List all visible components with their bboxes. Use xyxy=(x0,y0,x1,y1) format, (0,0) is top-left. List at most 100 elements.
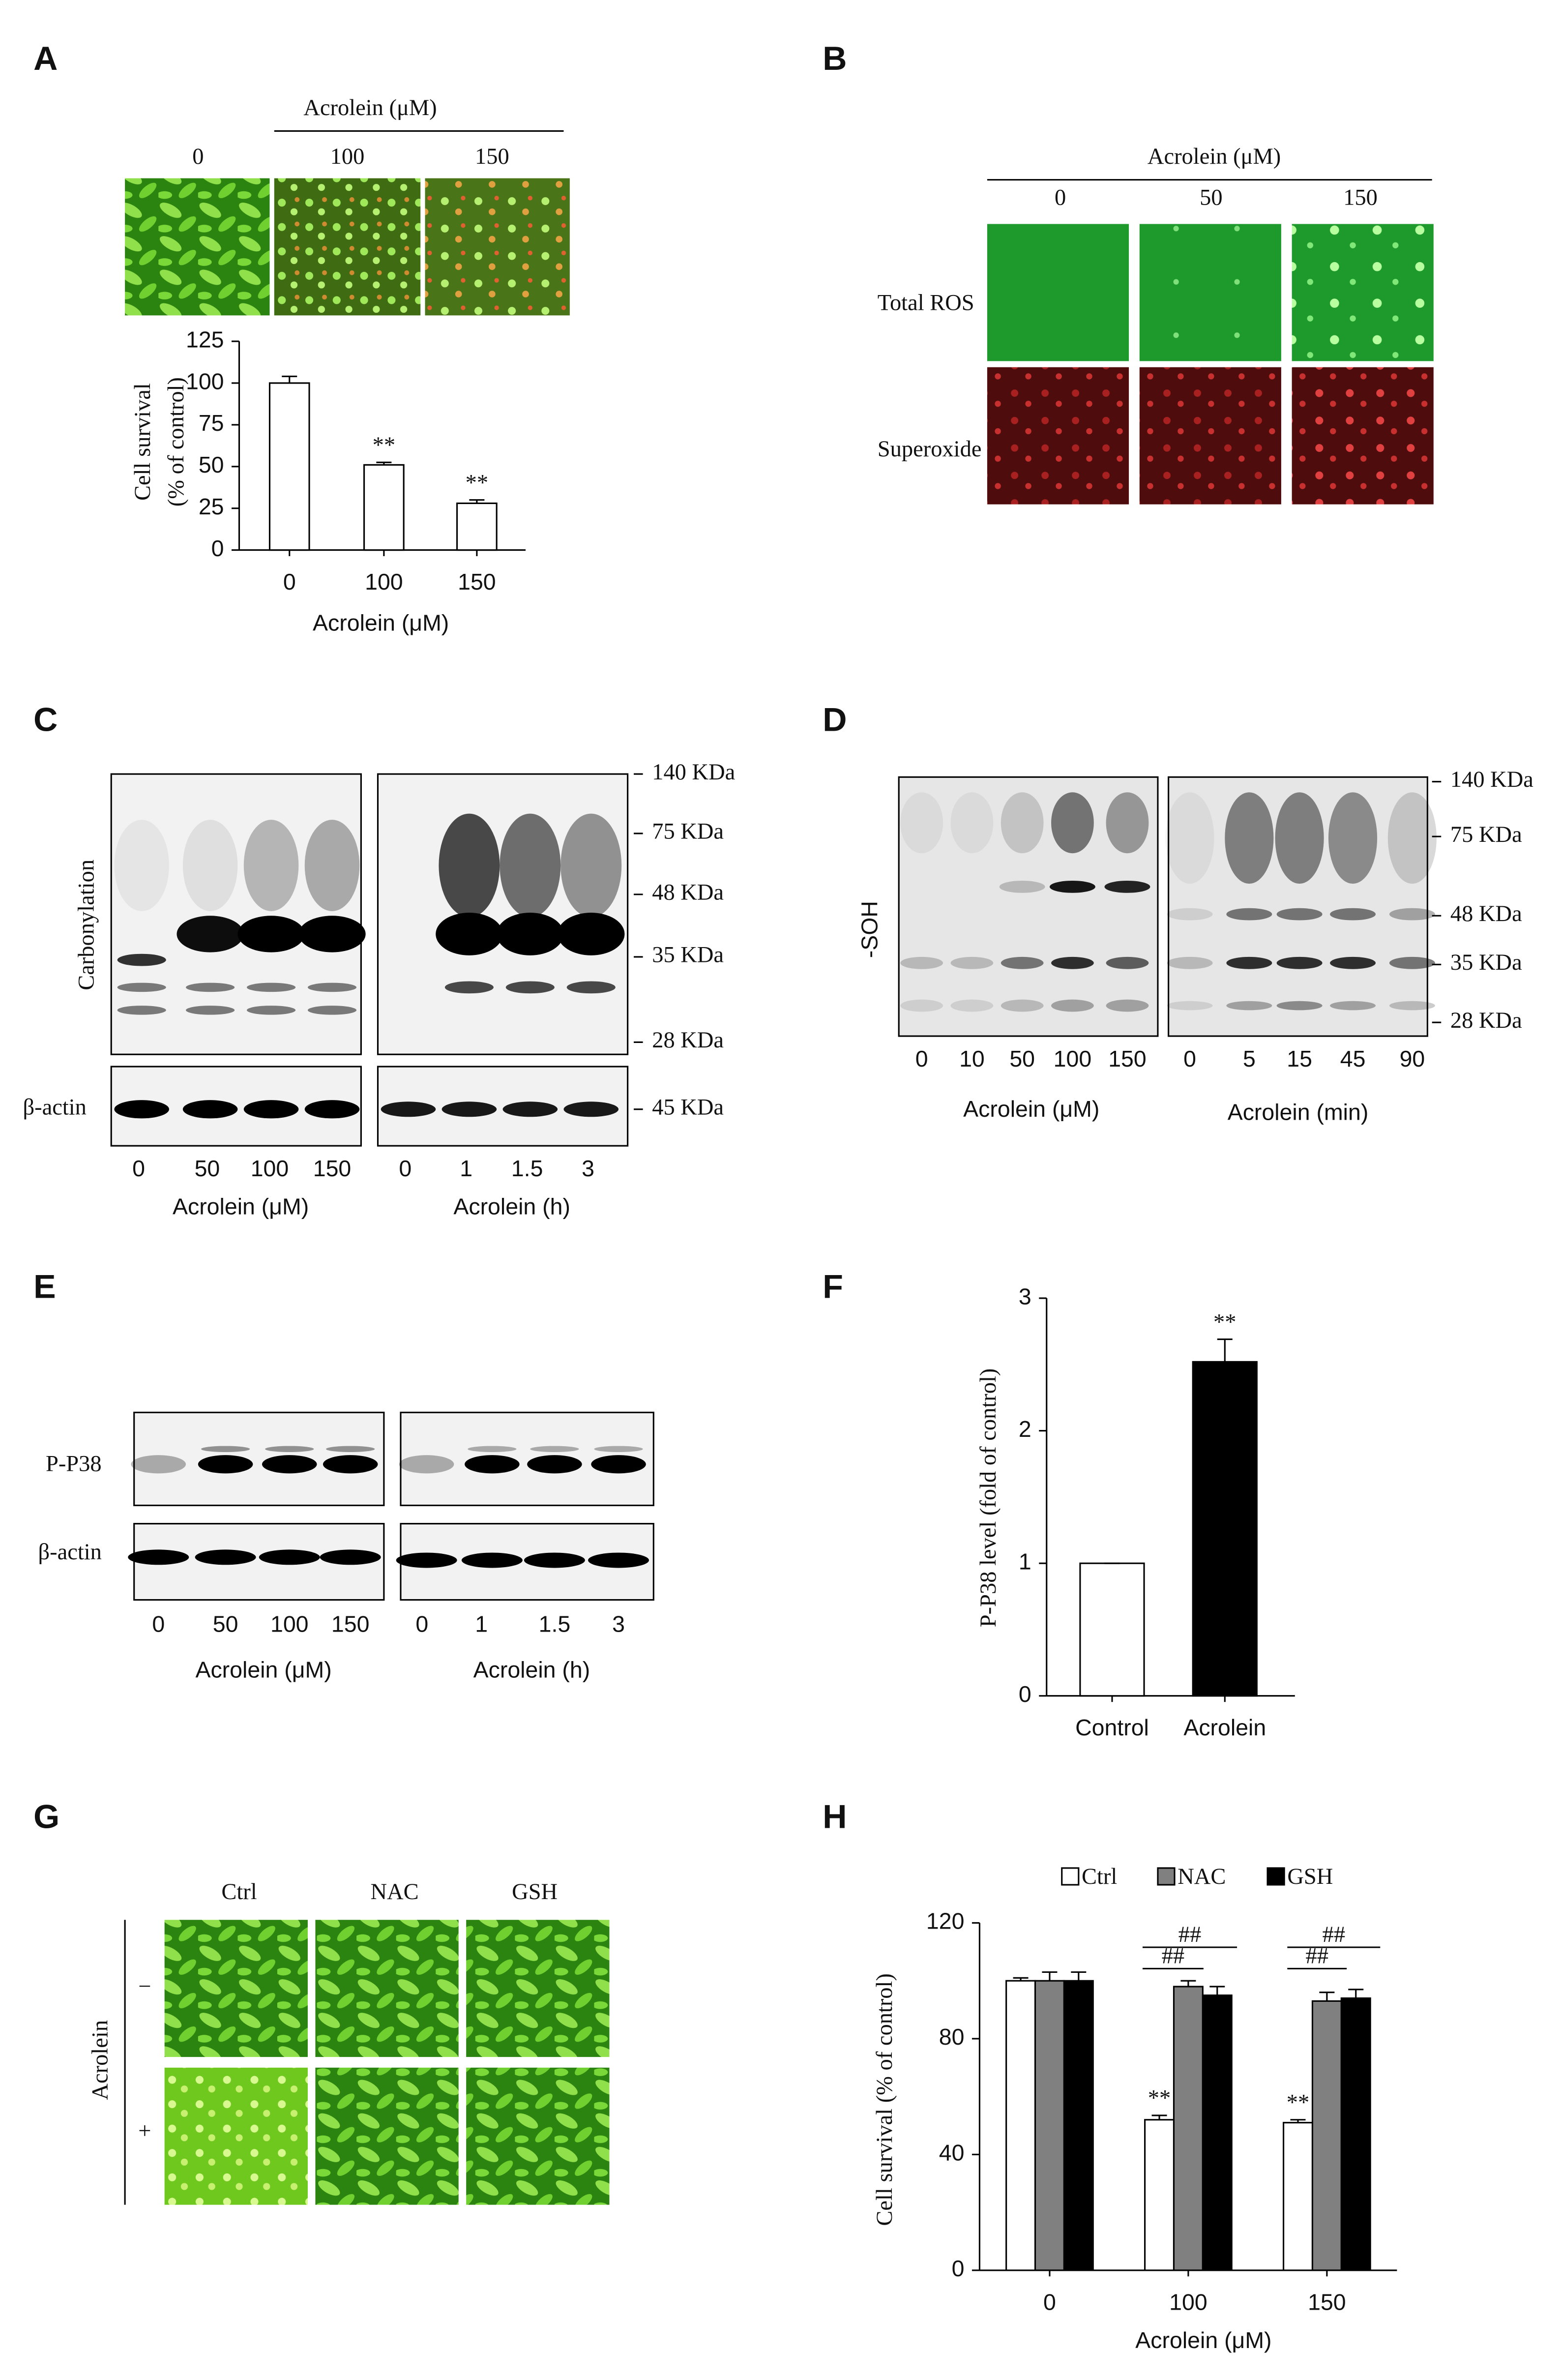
band xyxy=(243,1100,299,1119)
error-bar xyxy=(1348,1989,1364,1998)
band xyxy=(591,1455,646,1474)
band xyxy=(177,916,244,952)
error-bar xyxy=(376,461,392,465)
band xyxy=(1001,999,1044,1012)
panel-label: C xyxy=(33,701,58,739)
significance: ** xyxy=(1287,2090,1309,2115)
band xyxy=(1167,1001,1213,1011)
label: 75 KDa xyxy=(652,819,724,844)
label: Acrolein (μM) xyxy=(195,1657,331,1682)
panel-label: F xyxy=(823,1268,843,1305)
label: 1.5 xyxy=(539,1611,571,1636)
x-axis-label: Acrolein (μM) xyxy=(1135,2327,1271,2353)
band xyxy=(527,1455,582,1474)
band xyxy=(1389,1001,1435,1011)
band xyxy=(950,956,994,969)
error-bar xyxy=(1042,1971,1058,1981)
band xyxy=(117,1006,166,1015)
y-tick-label: 40 xyxy=(939,2140,965,2166)
band xyxy=(558,913,625,955)
band xyxy=(265,1446,314,1452)
bar xyxy=(1079,1562,1145,1697)
label: 15 xyxy=(1287,1046,1312,1071)
label: 10 xyxy=(959,1046,985,1071)
band xyxy=(900,792,943,854)
error-bar xyxy=(1151,2114,1167,2120)
y-axis-label: P-P38 level (fold of control) xyxy=(976,1368,1001,1628)
label: 140 KDa xyxy=(652,760,735,785)
band xyxy=(1276,908,1323,921)
band xyxy=(1276,1001,1323,1011)
band xyxy=(304,1100,360,1119)
label: 0 xyxy=(1183,1046,1196,1071)
y-tick-label: 80 xyxy=(939,2024,965,2050)
band xyxy=(323,1455,378,1474)
band xyxy=(1389,956,1435,969)
band xyxy=(1226,1001,1272,1011)
bar xyxy=(1311,2000,1342,2271)
x-tick-label: 100 xyxy=(365,569,403,595)
y-tick-label: 0 xyxy=(211,536,224,561)
bar xyxy=(1173,1986,1204,2271)
label: 0 xyxy=(415,1611,428,1636)
error-bar xyxy=(1319,1992,1335,2001)
band xyxy=(1276,956,1323,969)
micrograph xyxy=(274,178,421,316)
band xyxy=(563,1101,619,1117)
band xyxy=(1330,956,1376,969)
label: 48 KDa xyxy=(1450,901,1522,926)
band xyxy=(560,813,622,918)
band xyxy=(182,1100,238,1119)
label: 0 xyxy=(132,1156,145,1181)
band xyxy=(396,1552,457,1568)
band xyxy=(502,1101,558,1117)
label: 1 xyxy=(475,1611,488,1636)
y-tick-label: 3 xyxy=(1019,1283,1031,1309)
label: 0 xyxy=(152,1611,165,1636)
bracket-label: ## xyxy=(1162,1943,1184,1968)
band xyxy=(594,1446,643,1452)
micrograph xyxy=(466,2067,610,2205)
label: 35 KDa xyxy=(652,943,724,968)
micrograph xyxy=(164,2067,308,2205)
panel-label: E xyxy=(33,1268,56,1305)
label: 100 xyxy=(330,144,365,169)
x-tick-label: 150 xyxy=(1308,2289,1346,2315)
blot xyxy=(898,776,1159,1037)
y-axis-label: Cell survival xyxy=(130,383,155,501)
bracket-label: ## xyxy=(1178,1922,1201,1947)
label: 50 xyxy=(1200,185,1222,210)
label: 75 KDa xyxy=(1450,822,1522,847)
bar xyxy=(1283,2122,1314,2271)
label: 45 xyxy=(1340,1046,1366,1071)
band xyxy=(243,820,299,911)
bar xyxy=(1063,1980,1094,2271)
x-tick-label: 100 xyxy=(1169,2289,1207,2315)
blot-label: β-actin xyxy=(38,1540,101,1565)
x-tick-label: Control xyxy=(1075,1715,1149,1740)
band xyxy=(1275,792,1324,884)
label: Acrolein (μM) xyxy=(173,1193,309,1219)
bar xyxy=(1005,1980,1036,2271)
x-tick-label: 0 xyxy=(283,569,296,595)
label: 140 KDa xyxy=(1450,767,1533,792)
label: Acrolein (μM) xyxy=(963,1096,1099,1122)
label: 1 xyxy=(460,1156,472,1181)
band xyxy=(1106,956,1149,969)
band xyxy=(436,913,503,955)
band xyxy=(237,916,305,952)
band xyxy=(950,999,994,1012)
band xyxy=(195,1549,256,1565)
label: 5 xyxy=(1243,1046,1256,1071)
band xyxy=(246,982,296,992)
band xyxy=(900,956,943,969)
band xyxy=(588,1552,649,1568)
label: Acrolein (h) xyxy=(473,1657,590,1682)
label: 50 xyxy=(195,1156,220,1181)
label: Superoxide xyxy=(878,437,982,462)
bar xyxy=(1202,1994,1233,2271)
micrograph xyxy=(987,367,1129,505)
y-axis-label: Cell survival (% of control) xyxy=(872,1973,897,2226)
label: 0 xyxy=(399,1156,412,1181)
